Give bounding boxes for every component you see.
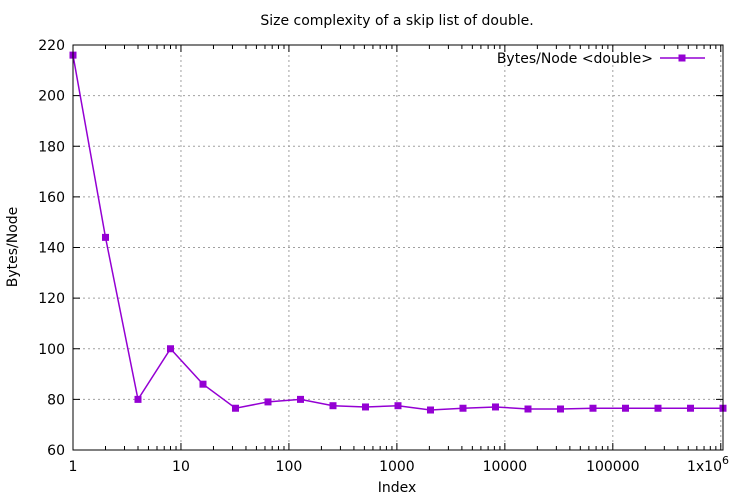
data-point: [199, 380, 207, 388]
data-point: [167, 345, 174, 353]
y-tick-label: 60: [47, 443, 65, 459]
data-point: [232, 404, 239, 412]
legend: Bytes/Node <double>: [497, 51, 705, 67]
y-tick-label: 220: [38, 38, 65, 54]
x-tick-label-exponent: 6: [722, 454, 729, 467]
series-bytes-per-node: [69, 51, 727, 414]
x-tick-label: 1000: [379, 459, 415, 475]
x-tick-label: 1: [69, 459, 78, 475]
legend-marker: [678, 54, 686, 62]
y-tick-label: 160: [38, 190, 65, 206]
x-tick-label: 1x10: [687, 459, 722, 475]
x-axis-label: Index: [378, 480, 417, 496]
legend-label: Bytes/Node <double>: [497, 51, 653, 67]
y-tick-label: 100: [38, 342, 65, 358]
data-point: [427, 406, 434, 414]
chart-title: Size complexity of a skip list of double…: [260, 13, 533, 29]
y-tick-label: 200: [38, 89, 65, 105]
data-point: [329, 402, 337, 410]
data-point: [687, 404, 694, 412]
y-tick-label: 140: [38, 241, 65, 257]
y-tick-label: 80: [47, 392, 65, 408]
y-tick-label: 180: [38, 139, 65, 155]
data-point: [459, 404, 467, 412]
grid-lines: [73, 45, 723, 450]
plot-frame: [72, 44, 724, 451]
data-point: [362, 403, 369, 411]
y-axis-label: Bytes/Node: [5, 207, 21, 288]
data-point: [589, 404, 597, 412]
data-point: [622, 404, 629, 412]
y-tick-label: 120: [38, 291, 65, 307]
data-point: [134, 395, 142, 403]
x-tick-label: 100: [276, 459, 303, 475]
data-point: [102, 233, 109, 241]
x-tick-label: 100000: [586, 459, 639, 475]
x-axis-tick-labels: 1 10 100 1000 10000 100000 1x10 6: [69, 454, 729, 475]
x-tick-label: 10: [172, 459, 190, 475]
data-point: [297, 395, 304, 403]
data-point: [264, 398, 272, 406]
data-point: [654, 404, 662, 412]
data-point: [492, 403, 499, 411]
y-axis-tick-labels: 60 80 100 120 140 160 180 200 220: [38, 38, 65, 459]
x-tick-label: 10000: [483, 459, 528, 475]
data-point: [394, 402, 402, 410]
data-point: [557, 405, 564, 413]
data-point: [524, 405, 532, 413]
